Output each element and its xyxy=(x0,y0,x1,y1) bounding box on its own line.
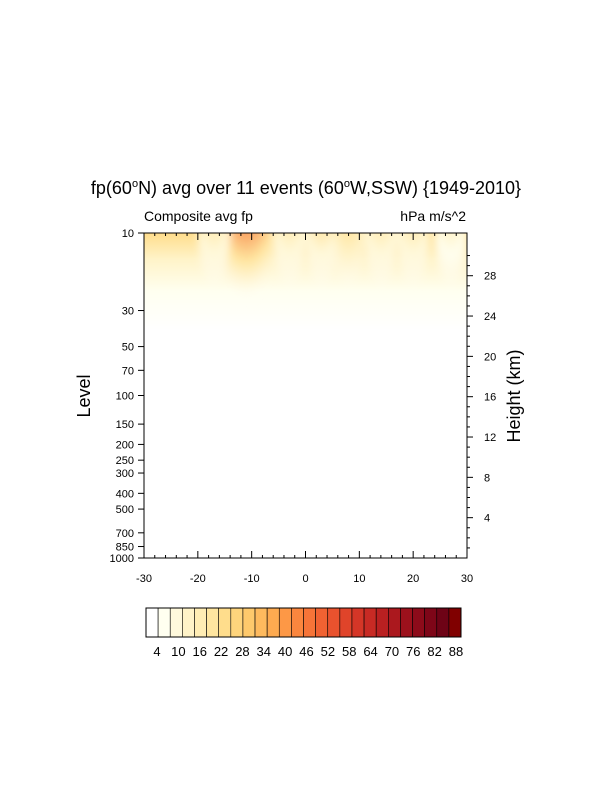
colorbar-label: 34 xyxy=(257,644,271,659)
y-tick-label: 300 xyxy=(116,468,134,480)
y-tick-label: 150 xyxy=(116,419,134,431)
y-tick-label: 10 xyxy=(122,228,134,240)
colorbar-label: 40 xyxy=(278,644,292,659)
heat-hotspot xyxy=(273,233,306,288)
colorbar-swatch xyxy=(242,607,256,638)
y-tick-label: 100 xyxy=(116,391,134,403)
colorbar-swatch xyxy=(436,607,450,638)
y-tick-label: 50 xyxy=(122,342,134,354)
colorbar-label: 46 xyxy=(299,644,313,659)
x-tick-label: 30 xyxy=(461,573,473,585)
colorbar-label: 58 xyxy=(342,644,356,659)
colorbar-swatch xyxy=(169,607,183,638)
colorbar-swatch xyxy=(145,607,159,638)
height-tick-label: 4 xyxy=(484,513,490,525)
heat-hotspot xyxy=(397,233,430,288)
colorbar-swatch xyxy=(278,607,292,638)
x-tick-label: 10 xyxy=(353,573,365,585)
colorbar: 4 10 16 22 28 34 40 46 52 58 64 70 76 82 88 xyxy=(145,607,463,659)
title-superscript: o xyxy=(132,178,138,190)
x-tick-label: 20 xyxy=(407,573,419,585)
heat-hotspot xyxy=(434,233,467,288)
y-tick-label: 700 xyxy=(116,528,134,540)
colorbar-swatch xyxy=(351,607,365,638)
y-tick-label: 70 xyxy=(122,365,134,377)
right-subtitle: hPa m/s^2 xyxy=(400,208,466,224)
colorbar-label: 22 xyxy=(214,644,228,659)
colorbar-label: 28 xyxy=(235,644,249,659)
heat-hotspot xyxy=(305,233,338,288)
colorbar-swatch xyxy=(424,607,438,638)
colorbar-label: 52 xyxy=(321,644,335,659)
x-tick-label: -20 xyxy=(190,573,206,585)
y-tick-label: 250 xyxy=(116,455,134,467)
colorbar-label: 4 xyxy=(153,644,160,659)
x-tick-label: -10 xyxy=(244,573,260,585)
colorbar-label: 16 xyxy=(192,644,206,659)
heatmap-field xyxy=(144,233,467,558)
colorbar-label: 88 xyxy=(449,644,463,659)
title-part: W,SSW) {1949-2010} xyxy=(350,178,521,198)
left-subtitle: Composite avg fp xyxy=(144,208,253,224)
y-tick-label: 200 xyxy=(116,439,134,451)
colorbar-swatch xyxy=(266,607,280,638)
colorbar-swatch xyxy=(448,607,462,638)
y-axis-title-right: Height (km) xyxy=(504,349,524,442)
y-tick-label: 1000 xyxy=(110,553,134,565)
height-tick-label: 20 xyxy=(484,351,496,363)
colorbar-swatch xyxy=(315,607,329,638)
colorbar-swatch xyxy=(327,607,341,638)
colorbar-swatch xyxy=(303,607,316,638)
x-tick-label: 0 xyxy=(302,573,308,585)
title-part: fp(60 xyxy=(91,178,132,198)
colorbar-swatch xyxy=(400,607,413,638)
height-tick-label: 24 xyxy=(484,311,496,323)
title-part: N) avg over 11 events (60 xyxy=(138,178,344,198)
x-tick-label: -30 xyxy=(136,573,152,585)
colorbar-label: 10 xyxy=(171,644,185,659)
colorbar-frame xyxy=(145,607,462,638)
colorbar-swatch xyxy=(254,607,268,638)
colorbar-swatch xyxy=(157,607,171,638)
height-tick-label: 28 xyxy=(484,271,496,283)
height-tick-label: 8 xyxy=(484,472,490,484)
colorbar-swatch xyxy=(412,607,425,638)
heat-hotspot xyxy=(364,233,397,288)
y-tick-label: 500 xyxy=(116,504,134,516)
y-tick-label: 400 xyxy=(116,488,134,500)
height-tick-label: 12 xyxy=(484,432,496,444)
colorbar-swatch xyxy=(339,607,353,638)
colorbar-swatch xyxy=(206,607,219,638)
colorbar-swatch xyxy=(230,607,244,638)
heat-features xyxy=(197,233,467,303)
colorbar-swatch xyxy=(194,607,207,638)
y-tick-label: 30 xyxy=(122,306,134,318)
heat-hotspot xyxy=(332,233,365,288)
colorbar-label: 64 xyxy=(363,644,377,659)
colorbar-swatch xyxy=(363,607,377,638)
title-superscript: o xyxy=(344,178,350,190)
colorbar-swatch xyxy=(291,607,304,638)
colorbar-label: 82 xyxy=(427,644,441,659)
colorbar-swatch xyxy=(218,607,232,638)
colorbar-swatch xyxy=(375,607,389,638)
chart-title: fp(60oN) avg over 11 events (60oW,SSW) {… xyxy=(91,178,521,198)
height-tick-label: 16 xyxy=(484,392,496,404)
colorbar-label: 70 xyxy=(385,644,399,659)
colorbar-swatch xyxy=(182,607,195,638)
y-tick-label: 850 xyxy=(116,542,134,554)
y-axis-title-left: Level xyxy=(74,374,94,417)
x-axis: -30 -20 -10 0 10 20 30 xyxy=(136,233,473,585)
y-axis-height: 4 8 12 16 20 24 28 xyxy=(467,255,496,549)
colorbar-swatch xyxy=(388,607,401,638)
colorbar-label: 76 xyxy=(406,644,420,659)
heat-hotspot xyxy=(220,233,273,303)
heat-hotspot xyxy=(197,233,230,288)
